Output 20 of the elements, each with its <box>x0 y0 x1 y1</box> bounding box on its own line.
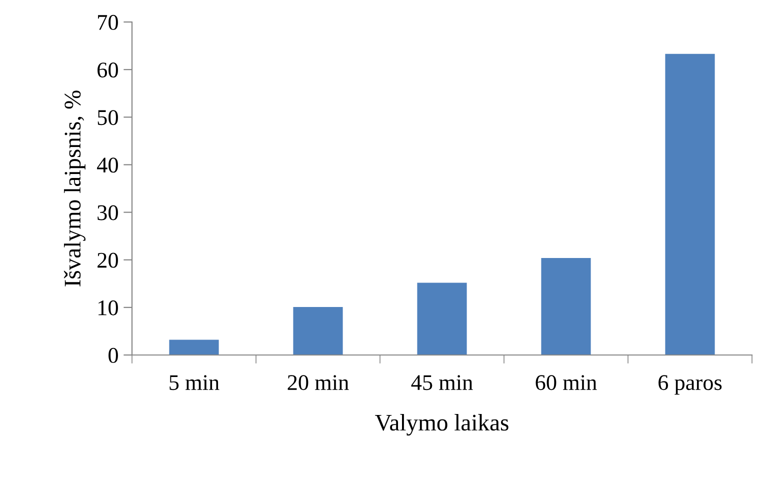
bar <box>417 282 467 355</box>
bar <box>169 340 219 355</box>
x-tick-label: 6 paros <box>658 375 722 395</box>
y-tick-label: 40 <box>97 158 118 173</box>
bar <box>541 258 591 355</box>
y-tick-label: 70 <box>98 14 118 30</box>
y-tick-label: 50 <box>98 110 118 126</box>
y-tick-label: 10 <box>98 300 118 316</box>
x-axis-title: Valymo laikas <box>375 414 508 436</box>
x-tick-label: 60 min <box>536 375 597 390</box>
y-tick-label: 0 <box>108 348 118 363</box>
x-tick-label: 5 min <box>170 375 220 390</box>
y-axis-title: Išvalymo laipsnis, % <box>64 90 86 286</box>
x-tick-label: 20 min <box>288 375 349 390</box>
y-tick-label: 30 <box>98 205 118 220</box>
y-tick-label: 20 <box>98 252 118 268</box>
bar <box>293 306 343 355</box>
y-tick-label: 60 <box>98 62 118 78</box>
x-tick-label: 45 min <box>411 375 473 390</box>
bar <box>665 54 715 355</box>
